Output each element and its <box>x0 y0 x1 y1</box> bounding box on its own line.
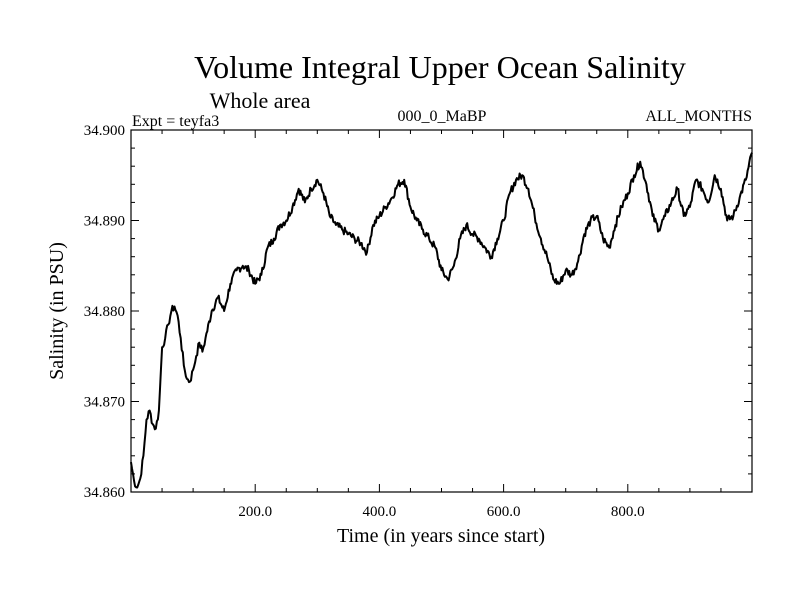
y-tick-label: 34.870 <box>84 395 125 411</box>
y-axis-label: Salinity (in PSU) <box>46 242 68 380</box>
experiment-label: Expt = teyfa3 <box>132 113 219 130</box>
chart-title: Volume Integral Upper Ocean Salinity <box>194 49 686 85</box>
y-tick-label: 34.890 <box>84 214 125 230</box>
months-label: ALL_MONTHS <box>645 108 752 125</box>
x-axis-label: Time (in years since start) <box>337 525 545 547</box>
y-tick-label: 34.880 <box>84 304 125 320</box>
x-tick-label: 400.0 <box>363 504 397 520</box>
y-axis: 34.860 34.870 34.880 34.890 34.900 <box>84 123 752 501</box>
x-tick-label: 600.0 <box>487 504 521 520</box>
salinity-series-line <box>130 152 753 489</box>
y-tick-label: 34.860 <box>84 485 125 501</box>
run-label: 000_0_MaBP <box>398 108 487 125</box>
chart-subtitle: Whole area <box>210 88 311 113</box>
x-tick-label: 200.0 <box>238 504 272 520</box>
y-tick-label: 34.900 <box>84 123 125 139</box>
x-tick-label: 800.0 <box>611 504 645 520</box>
x-axis: 200.0 400.0 600.0 800.0 <box>161 130 722 520</box>
